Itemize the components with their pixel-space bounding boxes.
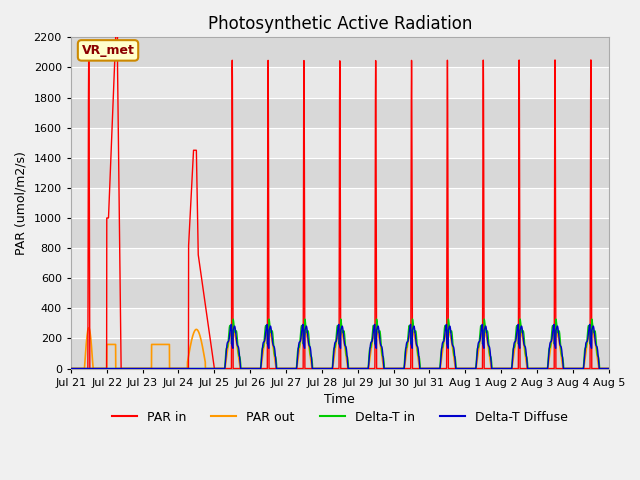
Legend: PAR in, PAR out, Delta-T in, Delta-T Diffuse: PAR in, PAR out, Delta-T in, Delta-T Dif… [107, 406, 573, 429]
Bar [71, 158, 609, 188]
Bar [71, 97, 609, 128]
Bar [71, 37, 609, 68]
X-axis label: Time: Time [324, 393, 355, 406]
Y-axis label: PAR (umol/m2/s): PAR (umol/m2/s) [15, 151, 28, 255]
Bar [71, 218, 609, 248]
Bar [71, 248, 609, 278]
Bar [71, 128, 609, 158]
Title: Photosynthetic Active Radiation: Photosynthetic Active Radiation [207, 15, 472, 33]
Bar [71, 68, 609, 97]
Bar [71, 188, 609, 218]
Bar [71, 308, 609, 338]
Bar [71, 278, 609, 308]
Bar [71, 338, 609, 369]
Text: VR_met: VR_met [81, 44, 134, 57]
